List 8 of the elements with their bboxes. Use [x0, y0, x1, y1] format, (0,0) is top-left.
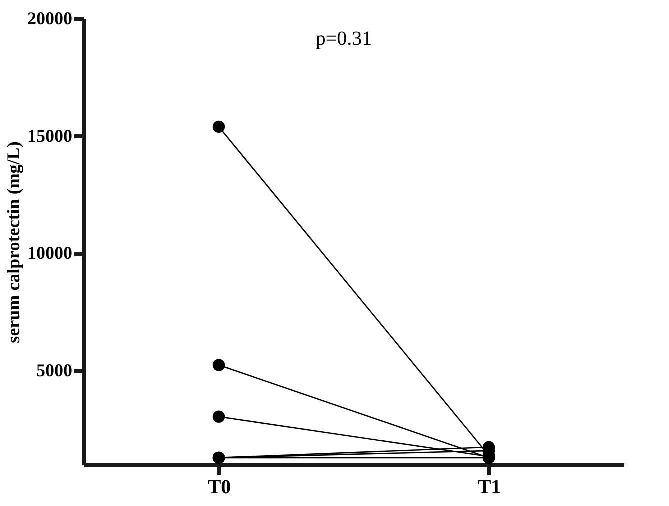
- x-tick-label: T1: [478, 476, 502, 498]
- x-tick-label: T0: [208, 476, 232, 498]
- annotation: p=0.31: [316, 28, 372, 50]
- y-tick-label: 10000: [28, 243, 72, 264]
- y-tick-label: 15000: [28, 126, 72, 146]
- y-axis-title: serum calprotectin (mg/L): [4, 142, 24, 344]
- y-tick-label: 5000: [36, 360, 72, 381]
- y-tick-label: 20000: [28, 8, 72, 28]
